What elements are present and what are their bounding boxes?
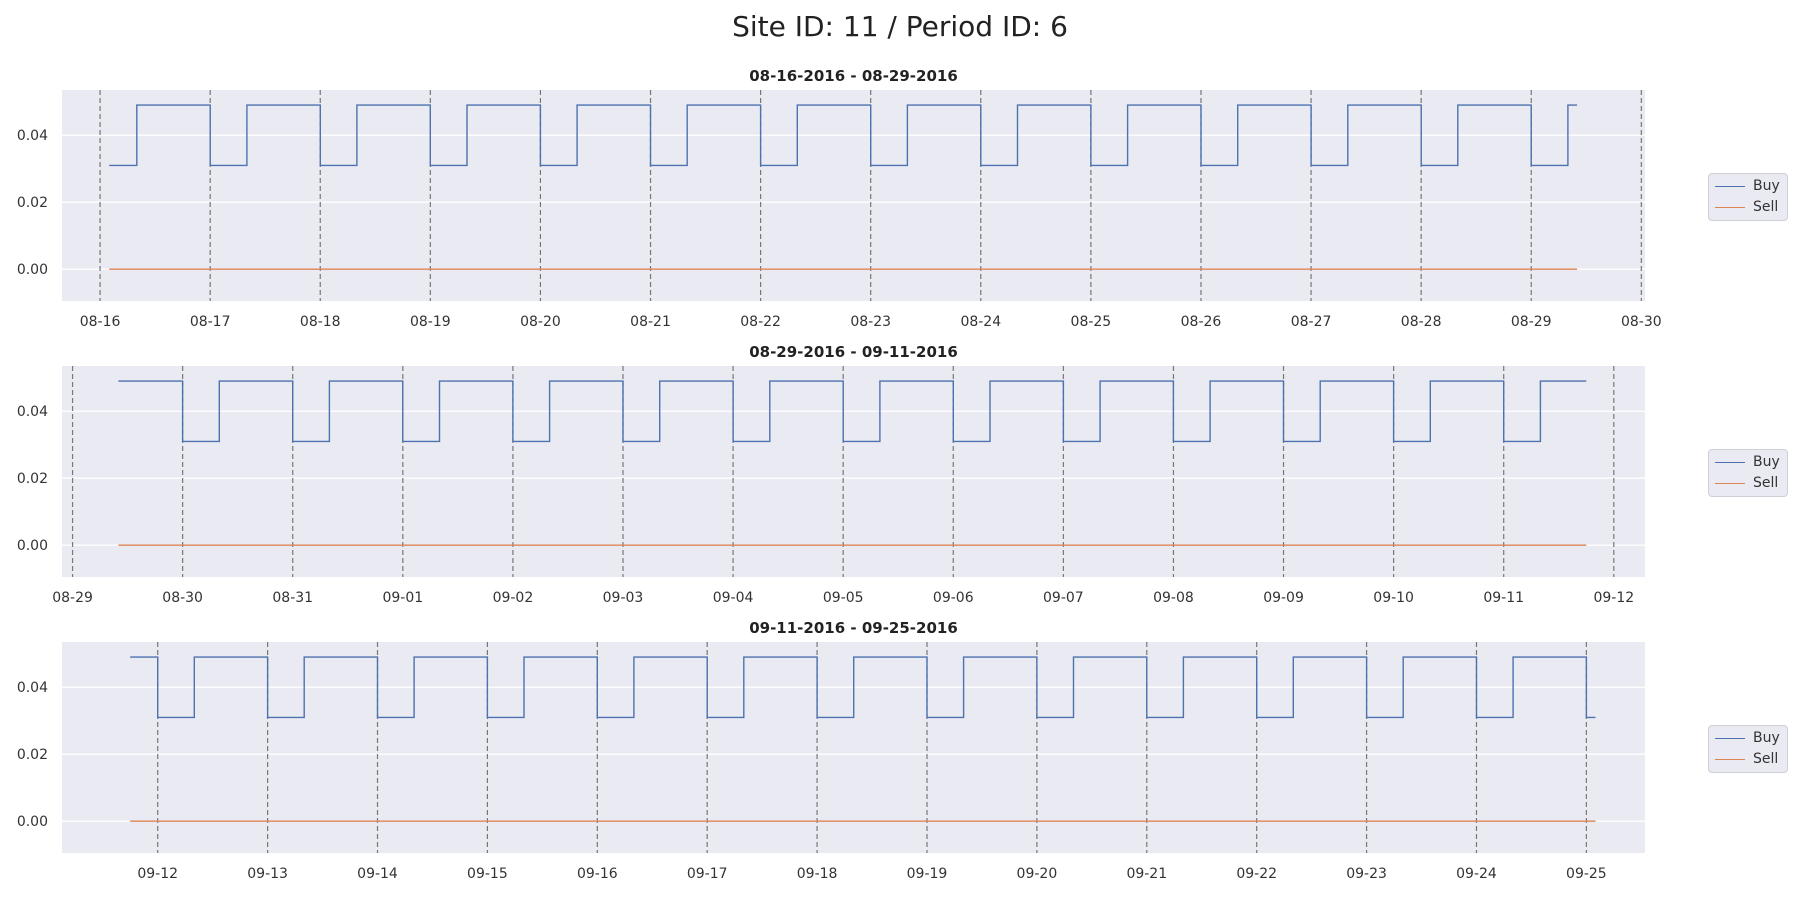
legend-label: Sell — [1753, 751, 1779, 767]
y-tick-label: 0.02 — [17, 747, 48, 763]
x-tick-label: 09-23 — [1346, 866, 1387, 882]
y-tick-label: 0.04 — [17, 128, 48, 144]
y-tick-label: 0.04 — [17, 680, 48, 696]
plot-area — [62, 366, 1645, 577]
x-tick-label: 09-19 — [907, 866, 948, 882]
x-tick-label: 08-20 — [520, 314, 561, 330]
x-tick-label: 09-18 — [797, 866, 838, 882]
x-tick-label: 09-15 — [467, 866, 508, 882]
x-tick-label: 09-24 — [1456, 866, 1497, 882]
x-tick-label: 08-30 — [1621, 314, 1662, 330]
x-tick-label: 08-24 — [960, 314, 1001, 330]
legend-swatch — [1715, 185, 1745, 187]
x-tick-label: 08-16 — [80, 314, 121, 330]
series-buy-line — [109, 104, 1578, 167]
x-tick-label: 08-28 — [1401, 314, 1442, 330]
x-tick-label: 09-10 — [1373, 590, 1414, 606]
legend-entry-buy: Buy — [1715, 177, 1780, 195]
x-tick-label: 09-06 — [933, 590, 974, 606]
plot-area — [62, 90, 1645, 301]
legend-entry-buy: Buy — [1715, 729, 1780, 747]
x-tick-label: 09-17 — [687, 866, 728, 882]
panel-title: 08-29-2016 - 09-11-2016 — [749, 343, 958, 361]
chart-title: Site ID: 11 / Period ID: 6 — [732, 10, 1068, 43]
legend: Buy Sell — [1708, 725, 1788, 773]
x-tick-label: 09-01 — [382, 590, 423, 606]
legend-swatch — [1715, 206, 1745, 208]
legend-swatch — [1715, 737, 1745, 739]
x-tick-label: 09-11 — [1483, 590, 1524, 606]
panel-title: 09-11-2016 - 09-25-2016 — [749, 619, 958, 637]
y-tick-label: 0.00 — [17, 814, 48, 830]
x-tick-label: 09-08 — [1153, 590, 1194, 606]
legend-entry-sell: Sell — [1715, 750, 1778, 768]
y-tick-label: 0.02 — [17, 471, 48, 487]
y-tick-label: 0.00 — [17, 262, 48, 278]
x-tick-label: 09-14 — [357, 866, 398, 882]
legend-swatch — [1715, 482, 1745, 484]
x-tick-label: 09-07 — [1043, 590, 1084, 606]
chart-panel-1: 08-16-2016 - 08-29-2016 0.00 0.02 0.04 08-16… — [17, 67, 1662, 330]
legend-entry-buy: Buy — [1715, 453, 1780, 471]
x-tick-label: 09-05 — [823, 590, 864, 606]
series-buy-line — [130, 656, 1596, 719]
x-tick-label: 08-21 — [630, 314, 671, 330]
x-tick-label: 09-03 — [603, 590, 644, 606]
y-tick-label: 0.00 — [17, 538, 48, 554]
legend-swatch — [1715, 461, 1745, 463]
x-tick-label: 09-02 — [493, 590, 534, 606]
chart-panel-2: 08-29-2016 - 09-11-2016 0.00 0.02 0.04 08-29… — [17, 343, 1645, 606]
legend-label: Buy — [1753, 730, 1780, 746]
x-tick-label: 09-20 — [1017, 866, 1058, 882]
chart-panel-3: 09-11-2016 - 09-25-2016 0.00 0.02 0.04 09-12… — [17, 619, 1645, 882]
legend-label: Buy — [1753, 178, 1780, 194]
x-tick-label: 08-17 — [190, 314, 231, 330]
panel-title: 08-16-2016 - 08-29-2016 — [749, 67, 958, 85]
legend-entry-sell: Sell — [1715, 198, 1778, 216]
legend: Buy Sell — [1708, 173, 1788, 221]
x-tick-label: 08-19 — [410, 314, 451, 330]
legend-label: Buy — [1753, 454, 1780, 470]
x-tick-label: 08-26 — [1181, 314, 1222, 330]
y-tick-label: 0.02 — [17, 195, 48, 211]
x-tick-label: 09-13 — [247, 866, 288, 882]
x-tick-label: 09-16 — [577, 866, 618, 882]
x-tick-label: 09-04 — [713, 590, 754, 606]
x-tick-label: 08-18 — [300, 314, 341, 330]
legend-label: Sell — [1753, 475, 1779, 491]
x-tick-label: 09-09 — [1263, 590, 1304, 606]
y-tick-label: 0.04 — [17, 404, 48, 420]
x-tick-label: 08-29 — [52, 590, 93, 606]
legend-entry-sell: Sell — [1715, 474, 1778, 492]
x-tick-label: 09-12 — [1593, 590, 1634, 606]
x-tick-label: 09-12 — [137, 866, 178, 882]
x-tick-label: 09-21 — [1126, 866, 1167, 882]
x-tick-label: 08-23 — [850, 314, 891, 330]
x-tick-label: 08-30 — [162, 590, 203, 606]
legend-swatch — [1715, 758, 1745, 760]
x-tick-label: 08-27 — [1291, 314, 1332, 330]
x-tick-label: 09-22 — [1236, 866, 1277, 882]
series-buy-line — [118, 380, 1587, 443]
x-tick-label: 09-25 — [1566, 866, 1607, 882]
x-tick-label: 08-29 — [1511, 314, 1552, 330]
legend-label: Sell — [1753, 199, 1779, 215]
legend: Buy Sell — [1708, 449, 1788, 497]
x-tick-label: 08-31 — [272, 590, 313, 606]
x-tick-label: 08-22 — [740, 314, 781, 330]
x-tick-label: 08-25 — [1071, 314, 1112, 330]
